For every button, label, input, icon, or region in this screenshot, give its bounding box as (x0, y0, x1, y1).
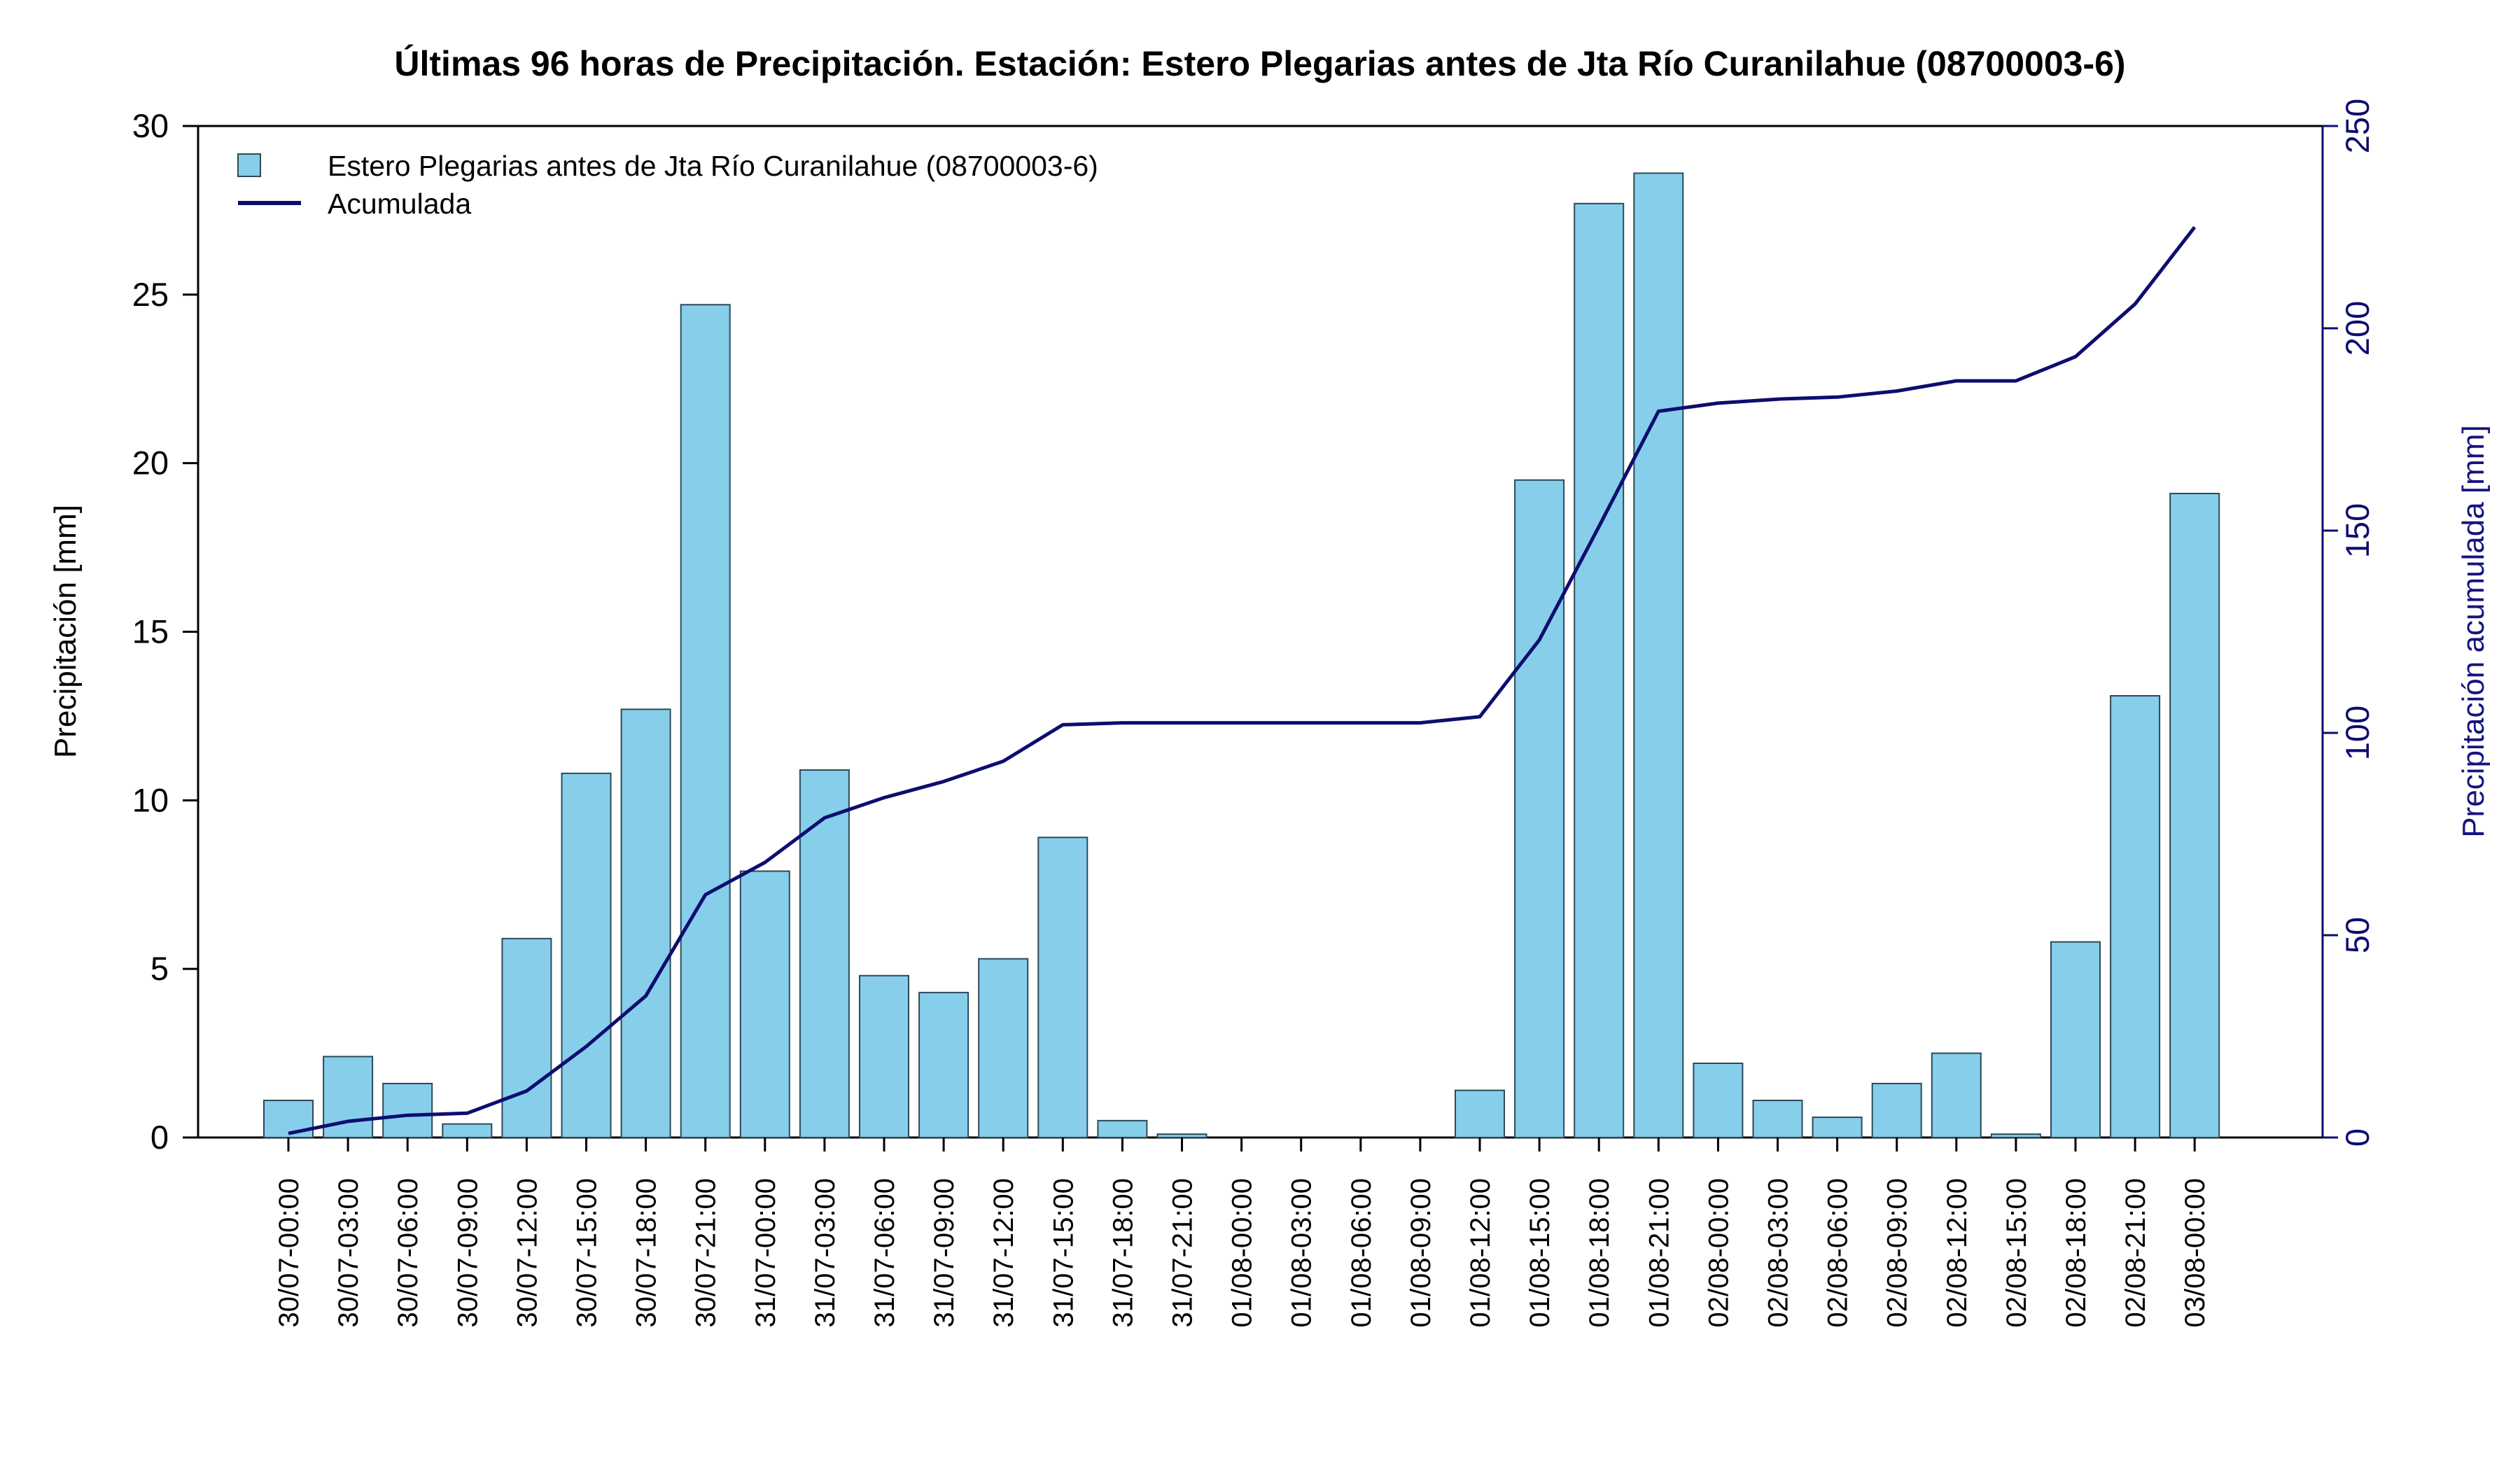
bar-02/08-03:00 (1752, 1100, 1803, 1138)
bar-01/08-21:00 (1633, 172, 1684, 1138)
bar-30/07-06:00 (382, 1082, 433, 1139)
x-tick-label: 31/07-00:00 (750, 1178, 781, 1328)
left-tick-label: 10 (132, 781, 169, 818)
bar-30/07-18:00 (620, 708, 671, 1138)
bar-31/07-06:00 (859, 974, 909, 1139)
x-tick-label: 01/08-12:00 (1465, 1178, 1496, 1328)
x-tick-label: 01/08-15:00 (1525, 1178, 1555, 1328)
legend: Estero Plegarias antes de Jta Río Curani… (237, 150, 1098, 220)
x-tick-label: 31/07-12:00 (988, 1178, 1019, 1328)
legend-bar-swatch (237, 153, 261, 177)
left-tick-label: 5 (150, 950, 169, 987)
bar-31/07-18:00 (1097, 1119, 1148, 1139)
left-tick-label: 0 (150, 1119, 169, 1156)
bar-01/08-15:00 (1514, 479, 1565, 1139)
bar-30/07-15:00 (561, 772, 612, 1139)
y-axis-label-right: Precipitación acumulada [mm] (2456, 425, 2491, 837)
x-tick-label: 02/08-15:00 (2001, 1178, 2032, 1328)
right-tick-label: 0 (2339, 1128, 2376, 1147)
bar-31/07-00:00 (739, 870, 790, 1138)
x-tick-label: 01/08-00:00 (1227, 1178, 1258, 1328)
bar-31/07-09:00 (918, 991, 969, 1139)
x-tick-label: 02/08-06:00 (1823, 1178, 1854, 1328)
bar-01/08-18:00 (1574, 202, 1625, 1138)
right-tick-label: 200 (2339, 301, 2376, 356)
x-tick-label: 30/07-18:00 (631, 1178, 662, 1328)
x-axis-ticks: 30/07-00:00 30/07-03:00 30/07-06:00 30/07-0… (274, 1138, 2211, 1328)
cumulative-line-series (288, 225, 2197, 1135)
x-tick-label: 02/08-00:00 (1703, 1178, 1734, 1328)
bar-30/07-21:00 (680, 304, 731, 1138)
left-y-axis-ticks: 0 5 10 15 20 25 30 (132, 107, 198, 1156)
bar-30/07-09:00 (442, 1123, 493, 1138)
bar-02/08-21:00 (2110, 695, 2161, 1138)
x-tick-label: 30/07-15:00 (572, 1178, 603, 1328)
cumulative-line (288, 225, 2197, 1135)
x-tick-label: 31/07-18:00 (1107, 1178, 1138, 1328)
bar-30/07-12:00 (501, 937, 552, 1139)
bar-series (263, 172, 2220, 1139)
left-tick-label: 20 (132, 444, 169, 482)
right-tick-label: 50 (2339, 917, 2376, 953)
x-tick-label: 03/08-00:00 (2180, 1178, 2211, 1328)
x-tick-label: 01/08-09:00 (1406, 1178, 1436, 1328)
bar-02/08-09:00 (1871, 1082, 1922, 1139)
x-tick-label: 02/08-18:00 (2061, 1178, 2092, 1328)
bar-02/08-00:00 (1693, 1063, 1744, 1138)
x-tick-label: 02/08-09:00 (1882, 1178, 1913, 1328)
x-tick-label: 02/08-03:00 (1763, 1178, 1794, 1328)
bar-02/08-18:00 (2050, 941, 2101, 1138)
bar-01/08-12:00 (1455, 1089, 1505, 1138)
bar-02/08-06:00 (1812, 1116, 1863, 1138)
bar-31/07-15:00 (1037, 836, 1088, 1139)
legend-line-label: Acumulada (328, 188, 471, 220)
x-tick-label: 31/07-21:00 (1168, 1178, 1198, 1328)
x-tick-label: 30/07-09:00 (452, 1178, 483, 1328)
left-tick-label: 30 (132, 107, 169, 144)
left-tick-label: 15 (132, 613, 169, 650)
bar-03/08-00:00 (2169, 493, 2220, 1138)
bar-31/07-21:00 (1156, 1133, 1208, 1138)
x-tick-label: 01/08-06:00 (1346, 1178, 1377, 1328)
right-tick-label: 100 (2339, 706, 2376, 760)
x-tick-label: 01/08-18:00 (1584, 1178, 1615, 1328)
x-tick-label: 30/07-12:00 (512, 1178, 542, 1328)
bar-02/08-15:00 (1990, 1133, 2041, 1138)
x-tick-label: 01/08-03:00 (1287, 1178, 1317, 1328)
bar-02/08-12:00 (1931, 1052, 1982, 1138)
bar-31/07-12:00 (978, 958, 1029, 1138)
left-tick-label: 25 (132, 276, 169, 313)
x-tick-label: 30/07-06:00 (393, 1178, 424, 1328)
x-tick-label: 30/07-21:00 (691, 1178, 722, 1328)
right-tick-label: 250 (2339, 99, 2376, 153)
right-tick-label: 150 (2339, 503, 2376, 558)
legend-bar-label: Estero Plegarias antes de Jta Río Curani… (328, 150, 1098, 182)
x-tick-label: 31/07-09:00 (929, 1178, 960, 1328)
x-tick-label: 30/07-00:00 (274, 1178, 304, 1328)
x-tick-label: 30/07-03:00 (333, 1178, 364, 1328)
y-axis-label-left: Precipitación [mm] (48, 505, 83, 758)
bar-31/07-03:00 (799, 769, 850, 1138)
x-tick-label: 31/07-06:00 (869, 1178, 900, 1328)
right-y-axis-ticks: 0 50 100 150 200 250 (2323, 99, 2376, 1147)
chart-title: Últimas 96 horas de Precipitación. Estac… (394, 44, 2125, 83)
x-tick-label: 02/08-12:00 (1942, 1178, 1973, 1328)
x-tick-label: 31/07-15:00 (1048, 1178, 1079, 1328)
x-tick-label: 01/08-21:00 (1644, 1178, 1674, 1328)
x-tick-label: 02/08-21:00 (2120, 1178, 2151, 1328)
x-tick-label: 31/07-03:00 (810, 1178, 841, 1328)
